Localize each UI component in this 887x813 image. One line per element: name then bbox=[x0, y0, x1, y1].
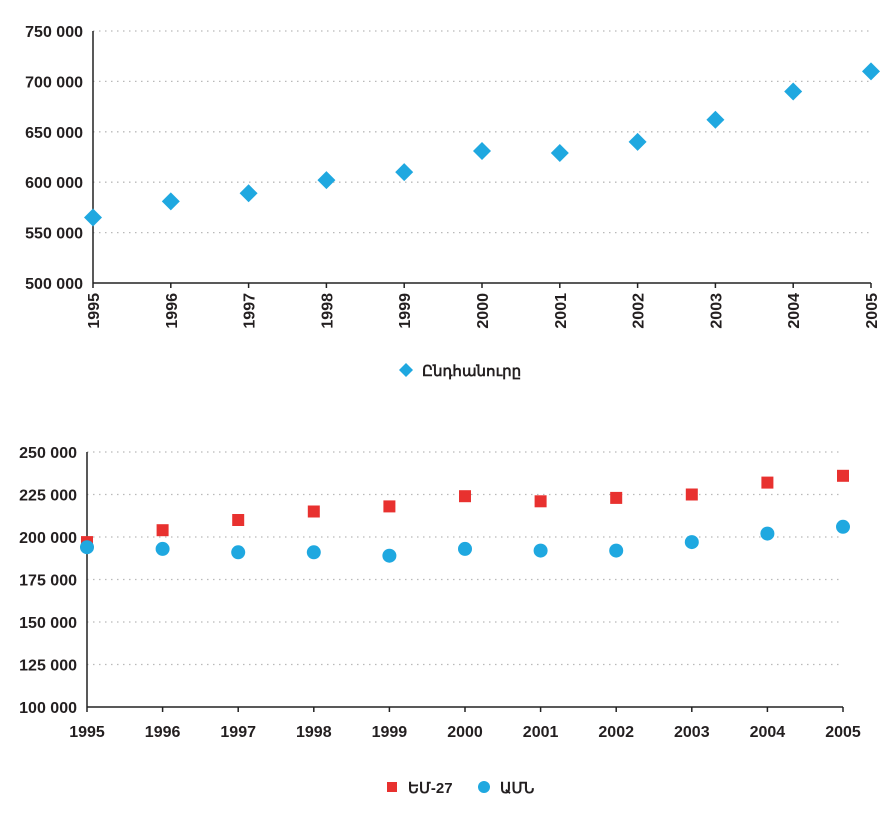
y-tick-label: 150 000 bbox=[19, 615, 77, 632]
y-tick-label: 125 000 bbox=[19, 658, 77, 675]
legend-label: ԱՄՆ bbox=[500, 780, 534, 797]
data-point bbox=[761, 476, 774, 489]
chart-total: 500 000 550 000 600 000 650 000 700 000 750 0… bbox=[25, 24, 881, 380]
data-point bbox=[458, 541, 472, 556]
legend-marker bbox=[387, 782, 397, 792]
data-point bbox=[307, 505, 320, 518]
y-tick-labels: 500 000 550 000 600 000 650 000 700 000 750 0… bbox=[25, 24, 83, 293]
x-tick-labels: 1995 1996 1997 1998 1999 2000 2001 2002 2003 2004… bbox=[69, 724, 861, 741]
data-point bbox=[382, 548, 397, 563]
grid-lines bbox=[87, 451, 843, 666]
data-point bbox=[760, 526, 775, 541]
data-point bbox=[533, 543, 548, 558]
x-tick-label: 1995 bbox=[69, 724, 105, 741]
x-tick-labels: 1995 1996 1997 1998 1999 2000 2001 2002 2003 2004… bbox=[86, 293, 881, 329]
x-tick-label: 1995 bbox=[86, 293, 103, 329]
grid-lines bbox=[93, 30, 871, 234]
data-points bbox=[80, 469, 850, 563]
data-point bbox=[550, 143, 569, 162]
y-tick-label: 250 000 bbox=[19, 445, 77, 462]
legend-label: Ընդհանուրը bbox=[422, 363, 521, 380]
x-tick-label: 1998 bbox=[296, 724, 332, 741]
data-point bbox=[232, 514, 245, 526]
x-tick-label: 1996 bbox=[164, 293, 181, 329]
legend-marker bbox=[399, 363, 413, 377]
x-tick-label: 1999 bbox=[372, 724, 408, 741]
data-point bbox=[459, 490, 471, 503]
x-tick-label: 2005 bbox=[825, 724, 861, 741]
data-points bbox=[84, 62, 880, 227]
data-point bbox=[231, 545, 246, 560]
axes bbox=[92, 31, 872, 288]
x-tick-label: 2001 bbox=[523, 724, 559, 741]
x-tick-label: 2004 bbox=[750, 724, 786, 741]
data-point bbox=[706, 110, 725, 129]
data-point bbox=[836, 519, 850, 534]
data-point bbox=[862, 62, 880, 81]
x-tick-label: 2000 bbox=[475, 293, 492, 329]
x-tick-label: 1997 bbox=[220, 724, 256, 741]
axes bbox=[86, 452, 844, 712]
data-point bbox=[161, 192, 180, 211]
data-point bbox=[383, 500, 396, 513]
y-tick-label: 225 000 bbox=[19, 488, 77, 505]
y-tick-label: 600 000 bbox=[25, 175, 83, 192]
x-tick-label: 2005 bbox=[864, 293, 881, 329]
y-tick-labels: 100 000 125 000 150 000 175 000 200 000 225 0… bbox=[19, 445, 77, 717]
legend: Ընդհանուրը bbox=[399, 363, 521, 380]
data-point bbox=[239, 184, 258, 203]
x-tick-label: 2003 bbox=[708, 293, 725, 329]
y-tick-label: 700 000 bbox=[25, 74, 83, 91]
x-tick-label: 2002 bbox=[631, 293, 648, 329]
x-tick-label: 1998 bbox=[319, 293, 336, 329]
data-point bbox=[156, 524, 169, 537]
y-tick-label: 100 000 bbox=[19, 700, 77, 717]
y-tick-label: 500 000 bbox=[25, 276, 83, 293]
data-point bbox=[784, 82, 803, 101]
data-point bbox=[395, 163, 414, 182]
legend-marker bbox=[478, 781, 490, 793]
legend-label: ԵՄ-27 bbox=[408, 780, 453, 797]
data-point bbox=[155, 541, 170, 556]
y-tick-label: 175 000 bbox=[19, 573, 77, 590]
chart-eu-us: 100 000 125 000 150 000 175 000 200 000 225 0… bbox=[19, 445, 861, 797]
x-tick-label: 2000 bbox=[447, 724, 483, 741]
data-point bbox=[837, 469, 849, 482]
data-point bbox=[473, 141, 491, 160]
data-point bbox=[609, 543, 624, 558]
x-tick-label: 2003 bbox=[674, 724, 710, 741]
x-tick-label: 1996 bbox=[145, 724, 181, 741]
x-tick-label: 2001 bbox=[553, 293, 570, 329]
y-tick-label: 550 000 bbox=[25, 226, 83, 243]
y-tick-label: 750 000 bbox=[25, 24, 83, 41]
data-point bbox=[534, 495, 547, 508]
x-tick-label: 1999 bbox=[397, 293, 414, 329]
x-tick-label: 1997 bbox=[242, 293, 259, 329]
data-point bbox=[628, 132, 647, 151]
y-tick-label: 200 000 bbox=[19, 530, 77, 547]
data-point bbox=[80, 540, 94, 555]
y-tick-label: 650 000 bbox=[25, 125, 83, 142]
legend: ԵՄ-27 ԱՄՆ bbox=[387, 780, 534, 797]
data-point bbox=[306, 545, 321, 560]
data-point bbox=[685, 488, 698, 501]
x-tick-label: 2002 bbox=[598, 724, 634, 741]
data-point bbox=[684, 535, 699, 550]
x-tick-label: 2004 bbox=[786, 293, 803, 329]
data-point bbox=[610, 491, 623, 504]
data-point bbox=[84, 208, 102, 227]
data-point bbox=[317, 171, 336, 190]
